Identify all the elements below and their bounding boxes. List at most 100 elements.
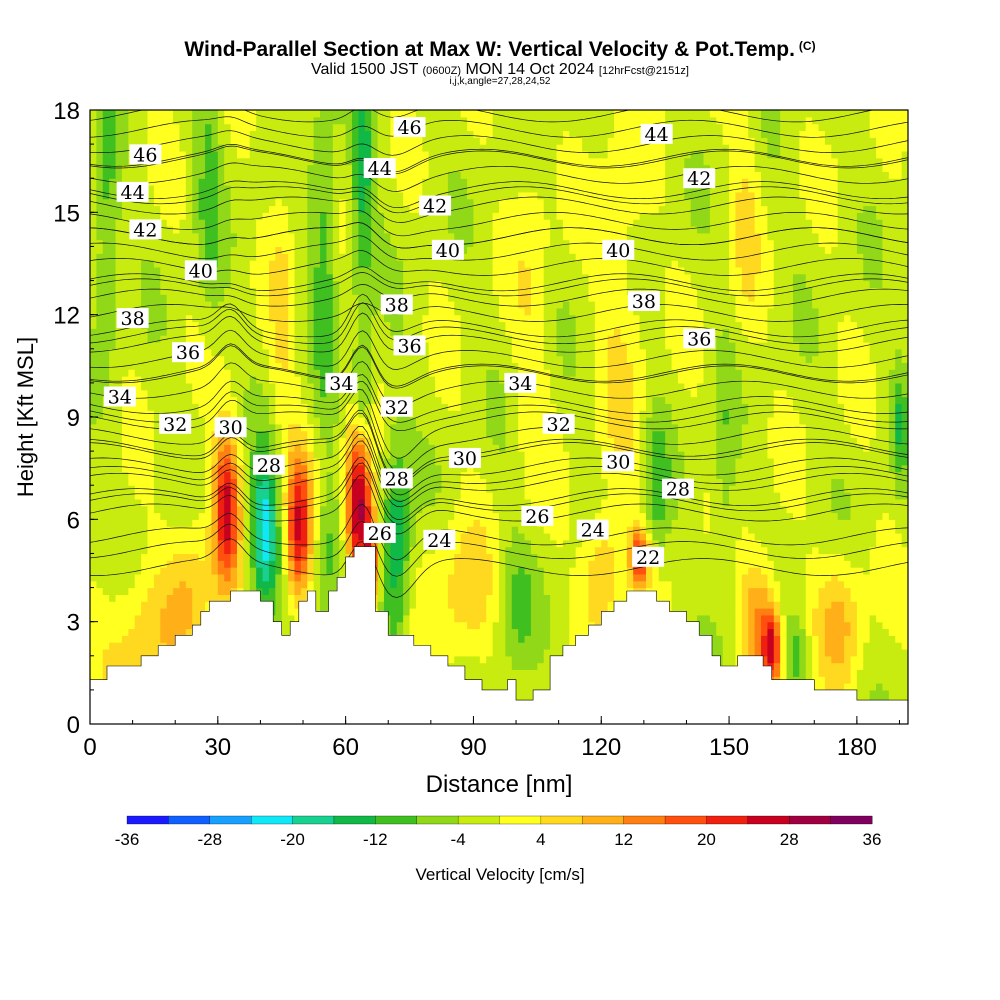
velocity-cell — [211, 341, 219, 350]
velocity-cell — [211, 546, 219, 555]
velocity-cell — [358, 116, 366, 125]
velocity-cell — [326, 437, 334, 445]
velocity-cell — [128, 369, 136, 377]
velocity-cell — [294, 110, 302, 118]
velocity-cell — [383, 191, 391, 200]
velocity-cell — [236, 546, 244, 555]
velocity-cell — [230, 478, 238, 486]
velocity-cell — [403, 239, 411, 248]
velocity-cell — [166, 396, 174, 404]
velocity-cell — [109, 219, 117, 227]
velocity-cell — [102, 464, 110, 473]
velocity-cell — [371, 403, 379, 411]
velocity-cell — [115, 573, 123, 582]
velocity-cell — [109, 601, 117, 609]
velocity-cell — [332, 389, 340, 398]
velocity-cell — [268, 144, 276, 152]
velocity-cell — [364, 260, 372, 268]
velocity-cell — [435, 464, 443, 473]
velocity-cell — [371, 505, 379, 514]
velocity-cell — [128, 621, 136, 630]
velocity-cell — [90, 341, 97, 350]
velocity-cell — [428, 512, 436, 520]
velocity-cell — [313, 198, 321, 207]
velocity-cell — [332, 328, 340, 336]
velocity-cell — [435, 471, 443, 479]
velocity-cell — [90, 635, 97, 643]
velocity-cell — [288, 594, 296, 602]
velocity-cell — [435, 519, 443, 527]
velocity-cell — [236, 553, 244, 561]
velocity-cell — [262, 594, 270, 602]
velocity-cell — [352, 485, 360, 493]
velocity-cell — [96, 642, 104, 650]
velocity-cell — [339, 457, 347, 466]
velocity-cell — [102, 423, 110, 432]
velocity-cell — [249, 280, 257, 288]
velocity-cell — [224, 410, 232, 418]
velocity-cell — [409, 273, 417, 282]
velocity-cell — [230, 362, 238, 370]
velocity-cell — [192, 464, 200, 473]
velocity-cell — [390, 539, 398, 548]
velocity-cell — [230, 198, 238, 207]
velocity-cell — [211, 116, 219, 125]
velocity-cell — [275, 335, 283, 343]
velocity-cell — [217, 294, 225, 302]
velocity-cell — [166, 225, 174, 234]
velocity-cell — [268, 150, 276, 159]
velocity-cell — [390, 437, 398, 445]
velocity-cell — [390, 246, 398, 254]
velocity-cell — [147, 260, 155, 268]
velocity-cell — [185, 110, 193, 118]
velocity-cell — [198, 232, 206, 241]
velocity-cell — [352, 164, 360, 172]
velocity-cell — [307, 451, 315, 459]
velocity-cell — [185, 492, 193, 500]
velocity-cell — [243, 164, 251, 172]
velocity-cell — [428, 451, 436, 459]
velocity-cell — [415, 219, 423, 227]
velocity-cell — [415, 178, 423, 186]
velocity-cell — [141, 601, 149, 609]
velocity-cell — [435, 321, 443, 329]
velocity-cell — [422, 137, 430, 145]
velocity-cell — [268, 376, 276, 384]
velocity-cell — [390, 232, 398, 241]
velocity-cell — [422, 130, 430, 138]
velocity-cell — [281, 478, 289, 486]
velocity-cell — [275, 219, 283, 227]
velocity-cell — [435, 444, 443, 452]
velocity-cell — [128, 423, 136, 432]
velocity-cell — [217, 498, 225, 507]
velocity-cell — [192, 601, 200, 609]
velocity-cell — [147, 601, 155, 609]
velocity-cell — [275, 260, 283, 268]
velocity-cell — [211, 205, 219, 213]
velocity-cell — [268, 594, 276, 602]
velocity-cell — [205, 546, 213, 555]
velocity-cell — [332, 150, 340, 159]
velocity-cell — [268, 246, 276, 254]
valid-time-line: Valid 1500 JST (0600Z) MON 14 Oct 2024 [… — [0, 61, 1000, 79]
velocity-cell — [141, 539, 149, 548]
velocity-cell — [288, 553, 296, 561]
velocity-cell — [409, 567, 417, 575]
velocity-cell — [275, 396, 283, 404]
velocity-cell — [288, 369, 296, 377]
velocity-cell — [396, 505, 404, 514]
velocity-cell — [102, 130, 110, 138]
velocity-cell — [243, 444, 251, 452]
velocity-cell — [422, 301, 430, 309]
velocity-cell — [160, 464, 168, 473]
velocity-cell — [275, 287, 283, 295]
velocity-cell — [205, 362, 213, 370]
velocity-cell — [160, 601, 168, 609]
velocity-cell — [147, 253, 155, 261]
velocity-cell — [371, 198, 379, 207]
velocity-cell — [300, 137, 308, 145]
velocity-cell — [358, 526, 366, 534]
velocity-cell — [256, 144, 264, 152]
velocity-cell — [307, 573, 315, 582]
velocity-cell — [102, 355, 110, 364]
